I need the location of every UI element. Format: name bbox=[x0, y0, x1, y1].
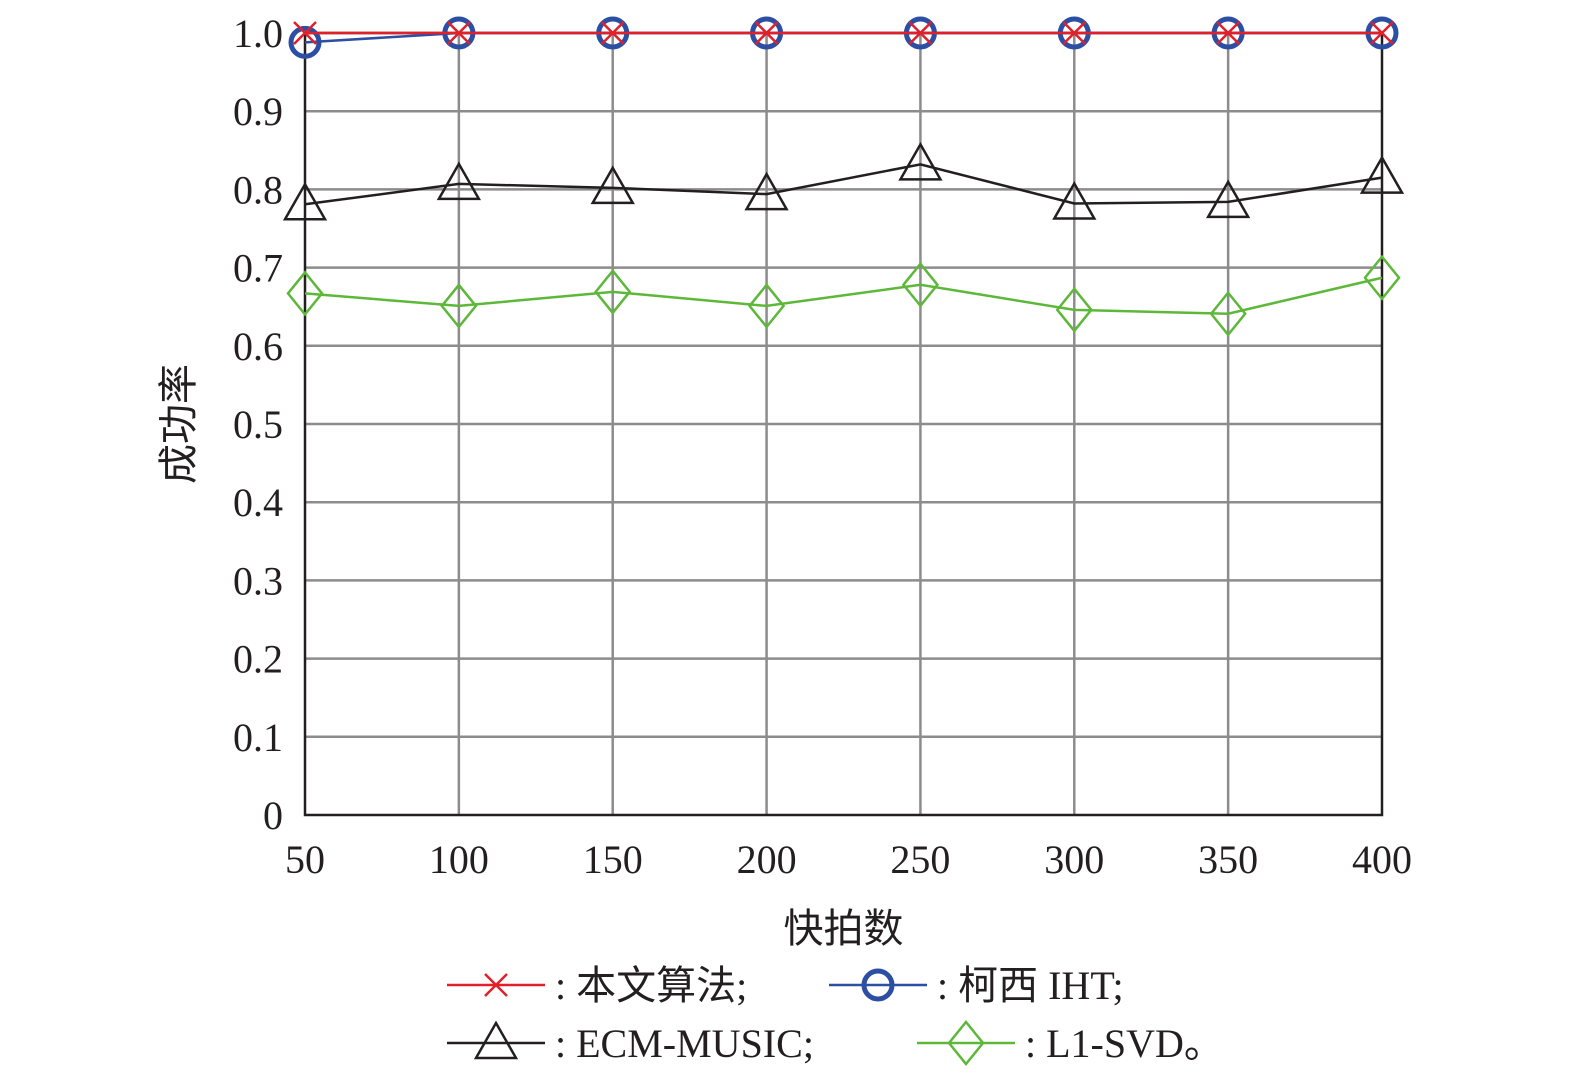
y-tick-label: 0.4 bbox=[233, 480, 283, 525]
x-tick-label: 300 bbox=[1044, 837, 1104, 882]
series-layer bbox=[282, 16, 1405, 337]
y-axis-label: 成功率 bbox=[156, 364, 202, 484]
series-本文算法 bbox=[293, 21, 1394, 45]
data-point-marker bbox=[754, 21, 779, 45]
data-point-marker bbox=[1205, 179, 1251, 219]
data-point-marker bbox=[436, 161, 482, 201]
legend-item: : 本文算法; bbox=[447, 963, 747, 1008]
data-point-marker bbox=[901, 261, 940, 308]
x-tick-label: 400 bbox=[1352, 837, 1412, 882]
data-point-marker bbox=[1216, 21, 1241, 45]
series-L1-SVD bbox=[286, 254, 1401, 337]
data-point-marker bbox=[747, 282, 786, 329]
y-tick-label: 0.3 bbox=[233, 558, 283, 603]
x-axis-label: 快拍数 bbox=[784, 906, 904, 952]
legend-label: : 柯西 IHT; bbox=[937, 963, 1124, 1008]
data-point-marker bbox=[282, 181, 328, 221]
data-point-marker bbox=[1062, 21, 1087, 45]
legend-item: : 柯西 IHT; bbox=[829, 963, 1124, 1008]
y-tick-label: 0.7 bbox=[233, 246, 283, 291]
data-point-marker bbox=[1359, 155, 1405, 194]
legend-label: : ECM-MUSIC; bbox=[555, 1021, 814, 1066]
legend-item: : ECM-MUSIC; bbox=[447, 1020, 814, 1066]
data-point-marker bbox=[293, 21, 317, 45]
series-ECM-MUSIC bbox=[282, 141, 1405, 221]
legend-label: : L1-SVD。 bbox=[1025, 1021, 1224, 1066]
series-柯西-IHT bbox=[288, 16, 1399, 59]
data-point-marker bbox=[1370, 21, 1394, 45]
x-tick-label: 150 bbox=[583, 837, 643, 882]
data-point-marker bbox=[440, 282, 478, 329]
legend: : 本文算法; : 柯西 IHT; : ECM-MUSIC; : L1-SVD。 bbox=[447, 963, 1224, 1066]
data-point-marker bbox=[286, 270, 324, 317]
y-tick-label: 0.8 bbox=[233, 167, 283, 212]
grid-lines bbox=[305, 33, 1382, 815]
data-point-marker bbox=[744, 171, 789, 211]
legend-label: : 本文算法; bbox=[555, 963, 747, 1008]
x-tick-label: 350 bbox=[1198, 837, 1258, 882]
x-tick-label: 100 bbox=[429, 837, 489, 882]
data-point-marker bbox=[446, 21, 471, 45]
data-point-marker bbox=[861, 968, 895, 1002]
data-point-marker bbox=[1209, 290, 1247, 337]
data-point-marker bbox=[908, 21, 933, 45]
data-point-marker bbox=[1055, 286, 1093, 333]
data-point-marker bbox=[898, 141, 943, 181]
y-tick-label: 0.2 bbox=[233, 637, 283, 682]
data-point-marker bbox=[590, 165, 635, 205]
y-tick-label: 0.5 bbox=[233, 402, 283, 447]
y-tick-label: 1.0 bbox=[233, 11, 283, 56]
series-line bbox=[304, 163, 1383, 206]
x-tick-label: 250 bbox=[890, 837, 950, 882]
y-tick-label: 0.1 bbox=[233, 715, 283, 760]
data-point-marker bbox=[594, 268, 632, 315]
data-point-marker bbox=[288, 25, 322, 59]
data-point-marker bbox=[600, 21, 625, 45]
data-point-marker bbox=[1052, 180, 1097, 220]
x-tick-label: 200 bbox=[737, 837, 797, 882]
y-tick-label: 0.9 bbox=[233, 89, 283, 134]
data-point-marker bbox=[947, 1020, 985, 1066]
x-tick-label: 50 bbox=[285, 837, 325, 882]
tick-labels: 50 100 150 200 250 300 350 400 0 0.1 0.2 0.3 0.4 0.5 0… bbox=[233, 11, 1412, 882]
series-line bbox=[304, 276, 1383, 315]
data-point-marker bbox=[484, 973, 508, 997]
data-point-marker bbox=[473, 1020, 519, 1060]
data-point-marker bbox=[1363, 254, 1401, 301]
y-tick-label: 0.6 bbox=[233, 324, 283, 369]
y-tick-label: 0 bbox=[263, 793, 283, 838]
legend-item: : L1-SVD。 bbox=[917, 1020, 1224, 1066]
